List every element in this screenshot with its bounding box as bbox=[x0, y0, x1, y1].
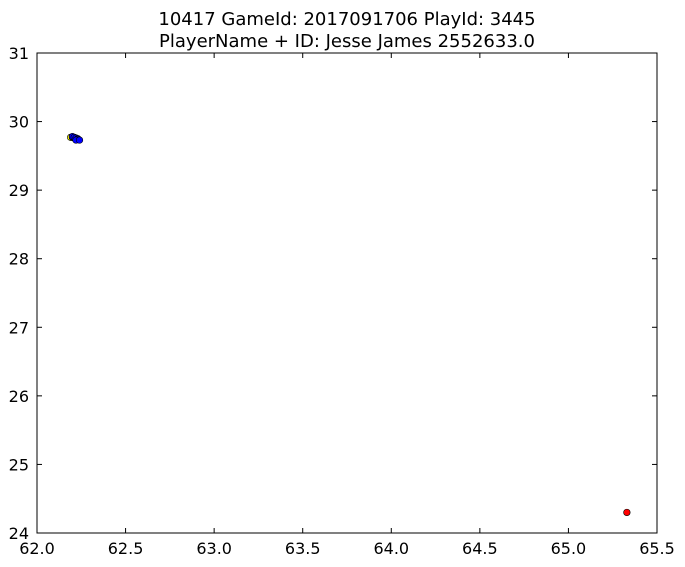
y-tick-label: 30 bbox=[9, 113, 29, 132]
x-tick-label: 65.0 bbox=[551, 539, 587, 558]
x-tick-label: 65.5 bbox=[639, 539, 675, 558]
x-tick-label: 64.5 bbox=[462, 539, 498, 558]
y-tick-label: 24 bbox=[9, 524, 29, 543]
plot-frame bbox=[36, 52, 658, 534]
y-tick-label: 28 bbox=[9, 250, 29, 269]
x-tick-label: 62.0 bbox=[19, 539, 55, 558]
y-tick-label: 29 bbox=[9, 181, 29, 200]
chart-title: 10417 GameId: 2017091706 PlayId: 3445 bbox=[158, 9, 535, 30]
scatter-point-series-2 bbox=[75, 136, 84, 144]
y-tick-label: 25 bbox=[9, 455, 29, 474]
scatter-point-series-3 bbox=[623, 508, 631, 517]
y-tick-label: 26 bbox=[9, 387, 29, 406]
y-tick-label: 31 bbox=[9, 44, 29, 63]
y-tick-label: 27 bbox=[9, 318, 29, 337]
x-tick-label: 63.5 bbox=[285, 539, 321, 558]
x-tick-label: 63.0 bbox=[196, 539, 232, 558]
ticks-layer: 62.0 62.5 63.0 63.5 64.0 64.5 65.0 65.5 24 25 26 27… bbox=[9, 44, 675, 558]
x-tick-label: 64.0 bbox=[373, 539, 409, 558]
x-tick-label: 62.5 bbox=[108, 539, 144, 558]
points-layer bbox=[67, 133, 631, 517]
chart-subtitle: PlayerName + ID: Jesse James 2552633.0 bbox=[159, 31, 535, 52]
